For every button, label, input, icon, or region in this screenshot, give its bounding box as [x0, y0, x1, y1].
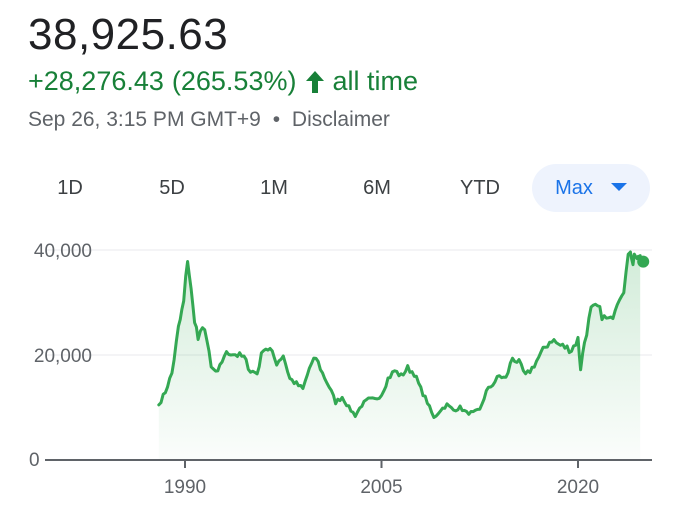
- quote-meta: Sep 26, 3:15 PM GMT+9 • Disclaimer: [28, 108, 390, 132]
- y-tick-label: 40,000: [34, 241, 92, 262]
- change-amount: +28,276.43: [28, 66, 164, 96]
- x-axis-ticks: 1990 2005 2020: [164, 460, 599, 498]
- price-change: +28,276.43 (265.53%) all time: [28, 66, 418, 97]
- current-price: 38,925.63: [28, 10, 229, 59]
- last-price-marker: [637, 255, 650, 268]
- price-line: [157, 250, 642, 419]
- y-tick-label: 0: [29, 450, 40, 471]
- x-tick-label: 2020: [557, 477, 599, 498]
- up-arrow-icon: [306, 70, 325, 93]
- tab-max[interactable]: Max: [532, 164, 650, 212]
- x-tick-label: 2005: [360, 477, 402, 498]
- x-tick-label: 1990: [164, 477, 206, 498]
- change-period: all time: [332, 66, 418, 96]
- disclaimer-link[interactable]: Disclaimer: [291, 108, 390, 131]
- change-percent: (265.53%): [171, 66, 297, 96]
- range-tabs: 1D 5D 1M 6M YTD Max: [0, 164, 680, 212]
- tab-5d[interactable]: 5D: [159, 177, 185, 199]
- price-chart: 40,000 20,000 0 1990 2005 2020: [29, 241, 652, 498]
- meta-separator: •: [272, 108, 281, 131]
- tab-1d[interactable]: 1D: [57, 177, 83, 199]
- tab-6m[interactable]: 6M: [363, 177, 391, 199]
- tab-ytd[interactable]: YTD: [460, 177, 500, 199]
- tab-1m[interactable]: 1M: [260, 177, 288, 199]
- chart-gridlines: [45, 249, 652, 356]
- timestamp: Sep 26, 3:15 PM GMT+9: [28, 108, 261, 131]
- y-tick-label: 20,000: [34, 346, 92, 367]
- caret-down-icon: [610, 182, 627, 191]
- tab-max-label: Max: [555, 177, 593, 199]
- price-area: [158, 252, 641, 460]
